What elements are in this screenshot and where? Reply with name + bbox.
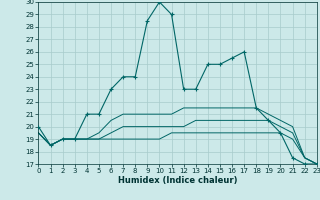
X-axis label: Humidex (Indice chaleur): Humidex (Indice chaleur) — [118, 176, 237, 185]
